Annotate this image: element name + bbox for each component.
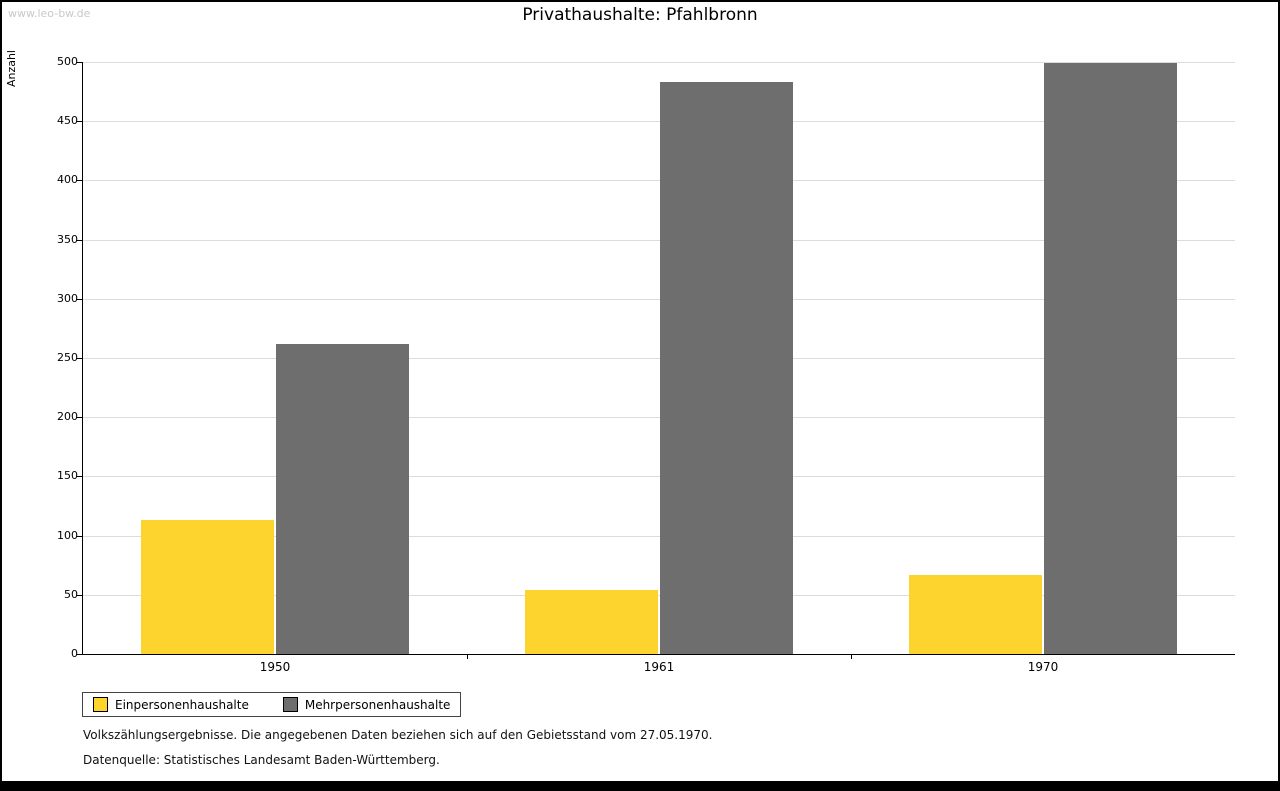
gridline [83,536,1235,537]
legend-swatch [93,697,108,712]
gridline [83,62,1235,63]
y-axis-tick [76,476,82,477]
legend-item: Mehrpersonenhaushalte [282,697,451,712]
gridline [83,240,1235,241]
y-axis-tick-label: 500 [57,55,78,68]
watermark: www.leo-bw.de [8,7,91,20]
bar-einpersonenhaushalte-1961 [525,590,658,654]
gridline [83,417,1235,418]
y-axis-tick [76,180,82,181]
bottom-border-bar [2,781,1278,789]
bar-einpersonenhaushalte-1970 [909,575,1042,654]
gridline [83,476,1235,477]
y-axis-tick-label: 200 [57,410,78,423]
y-axis-tick [76,417,82,418]
chart-title: Privathaushalte: Pfahlbronn [522,5,758,25]
y-axis-title: Anzahl [5,50,18,88]
gridline [83,121,1235,122]
footnote-data-source: Datenquelle: Statistisches Landesamt Bad… [83,753,440,767]
bar-einpersonenhaushalte-1950 [141,520,274,654]
bar-mehrpersonenhaushalte-1950 [276,344,409,654]
y-axis-tick-label: 350 [57,233,78,246]
x-axis-tick [467,654,468,659]
y-axis-tick [76,358,82,359]
bar-mehrpersonenhaushalte-1970 [1044,63,1177,654]
y-axis-tick [76,536,82,537]
legend-label: Einpersonenhaushalte [115,697,249,712]
gridline [83,358,1235,359]
y-axis-tick [76,595,82,596]
legend-item: Einpersonenhaushalte [93,697,249,712]
y-axis-tick [76,240,82,241]
plot-area: 0 50 100 150 200 250 300 350 400 450 500 1950 1961 19… [57,56,1235,674]
y-axis-tick-label: 450 [57,114,78,127]
footnote-source-note: Volkszählungsergebnisse. Die angegebenen… [83,728,713,742]
bar-mehrpersonenhaushalte-1961 [660,82,793,654]
y-axis-tick-label: 250 [57,351,78,364]
legend: Einpersonenhaushalte Mehrpersonenhaushalt… [82,692,462,717]
x-axis-category-label: 1961 [643,660,675,674]
y-axis-tick [76,654,82,655]
y-axis-tick-label: 50 [64,588,78,601]
y-axis-tick-label: 150 [57,469,78,482]
gridline [83,299,1235,300]
y-axis-tick-label: 100 [57,529,78,542]
x-axis-tick [851,654,852,659]
x-axis-category-label: 1970 [1027,660,1059,674]
x-axis-category-label: 1950 [259,660,291,674]
y-axis-tick-label: 400 [57,173,78,186]
gridline [83,595,1235,596]
legend-label: Mehrpersonenhaushalte [304,697,451,712]
y-axis-tick-label: 0 [71,647,78,660]
y-axis-tick [76,299,82,300]
y-axis-tick [76,62,82,63]
y-axis-tick [76,121,82,122]
y-axis-tick-label: 300 [57,292,78,305]
gridline [83,180,1235,181]
legend-swatch [282,697,298,712]
